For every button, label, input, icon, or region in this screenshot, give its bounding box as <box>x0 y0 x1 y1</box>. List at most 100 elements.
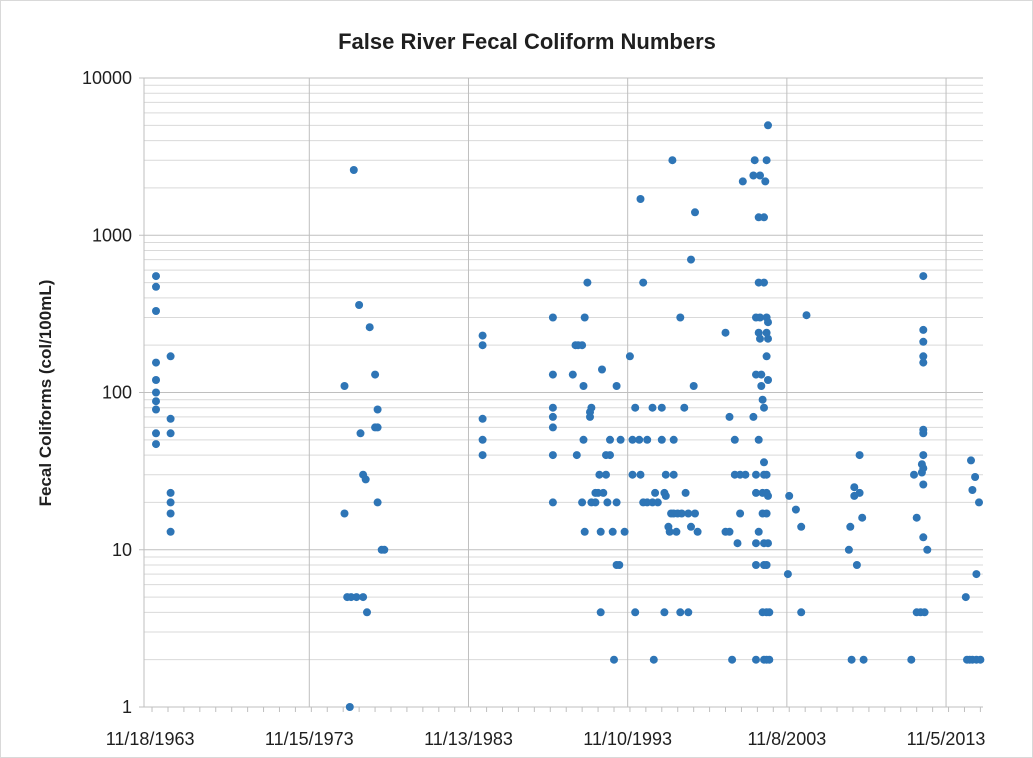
y-tick-label: 100 <box>102 383 132 403</box>
data-point <box>166 414 175 423</box>
data-point <box>691 208 699 217</box>
data-point <box>976 655 985 664</box>
data-point <box>844 545 853 554</box>
data-point <box>855 488 864 497</box>
data-point <box>750 156 759 165</box>
data-point <box>612 498 621 507</box>
data-point <box>762 470 771 479</box>
data-point <box>603 498 612 507</box>
data-point <box>639 278 648 287</box>
data-point <box>765 655 774 664</box>
data-point <box>687 255 695 264</box>
data-point <box>583 278 592 287</box>
data-point <box>760 278 768 287</box>
data-point <box>923 545 932 554</box>
data-point <box>762 156 771 165</box>
data-point <box>802 311 811 320</box>
data-point <box>752 655 760 664</box>
data-point <box>752 539 760 548</box>
data-point <box>578 498 587 507</box>
data-point <box>152 397 160 406</box>
data-point <box>586 412 594 421</box>
data-point <box>610 655 618 664</box>
data-point <box>628 470 637 479</box>
data-point <box>340 382 349 390</box>
data-point <box>579 435 588 444</box>
data-point <box>166 527 175 536</box>
data-point <box>760 213 768 222</box>
data-point <box>791 505 800 514</box>
data-point <box>478 331 487 340</box>
x-tick-label: 11/5/2013 <box>907 729 986 749</box>
data-point <box>580 527 589 536</box>
data-point <box>765 608 774 617</box>
data-point <box>859 655 868 664</box>
data-point <box>919 429 928 438</box>
data-point <box>676 608 685 617</box>
data-point <box>548 423 557 432</box>
data-point <box>669 435 678 444</box>
data-point <box>657 403 666 412</box>
data-point <box>961 593 970 602</box>
data-point <box>761 177 770 186</box>
data-point <box>548 498 557 507</box>
x-tick-labels: 11/18/1963 11/15/1973 11/13/1983 11/10/1993… <box>106 729 986 749</box>
data-point <box>578 341 587 350</box>
data-point <box>764 334 772 343</box>
data-point <box>762 509 771 518</box>
data-point <box>846 522 855 531</box>
data-point <box>606 435 614 444</box>
data-point <box>661 470 670 479</box>
data-point <box>687 522 695 531</box>
data-point <box>152 440 160 449</box>
data-point <box>599 488 608 497</box>
data-point <box>548 370 557 379</box>
data-point <box>725 527 734 536</box>
x-tick-label: 11/8/2003 <box>747 729 826 749</box>
data-point <box>345 703 354 711</box>
data-point <box>648 403 657 412</box>
data-point <box>602 470 610 479</box>
data-point <box>478 341 487 350</box>
y-tick-label: 1000 <box>92 225 132 245</box>
data-point <box>356 429 365 438</box>
data-point <box>756 171 764 180</box>
data-point <box>340 509 349 518</box>
data-point <box>631 608 640 617</box>
data-point <box>728 655 737 664</box>
x-tick-label: 11/13/1983 <box>424 729 513 749</box>
data-point <box>380 545 389 554</box>
data-point <box>166 488 175 497</box>
data-point <box>548 412 557 421</box>
data-point <box>152 282 160 291</box>
data-point <box>754 527 763 536</box>
data-point <box>635 435 644 444</box>
data-point <box>665 527 674 536</box>
data-point <box>967 456 975 465</box>
data-point <box>653 498 662 507</box>
data-point <box>752 488 760 497</box>
data-point <box>919 464 928 473</box>
data-point <box>725 412 734 421</box>
data-point <box>608 527 617 536</box>
data-point <box>631 403 640 412</box>
data-point <box>548 403 557 412</box>
x-tick-label: 11/18/1963 <box>106 729 195 749</box>
data-point <box>365 323 374 332</box>
data-point <box>152 388 160 397</box>
data-point <box>660 608 669 617</box>
data-point <box>760 458 768 467</box>
data-point <box>752 561 760 569</box>
data-point <box>548 313 557 322</box>
data-point <box>152 358 160 367</box>
data-point <box>672 527 681 536</box>
data-point <box>749 412 758 421</box>
data-point <box>762 561 771 569</box>
data-point <box>591 498 600 507</box>
data-point <box>349 166 358 174</box>
data-point <box>721 328 730 337</box>
data-point <box>373 423 382 432</box>
data-point <box>352 593 361 602</box>
data-point <box>478 414 487 423</box>
